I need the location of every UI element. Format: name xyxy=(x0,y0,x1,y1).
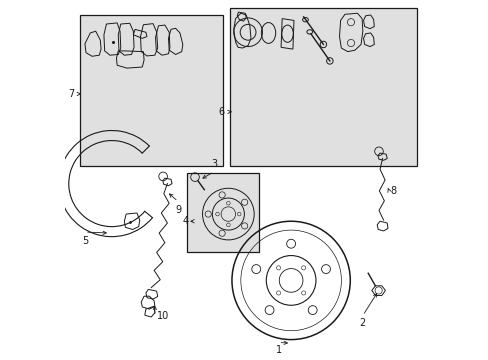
Text: 1: 1 xyxy=(275,345,281,355)
Text: 5: 5 xyxy=(81,236,88,246)
Text: 9: 9 xyxy=(175,206,181,216)
Text: 6: 6 xyxy=(218,107,224,117)
Bar xyxy=(230,8,416,166)
Text: 2: 2 xyxy=(359,319,365,328)
Bar xyxy=(187,173,258,252)
Text: 8: 8 xyxy=(389,186,396,196)
Text: 3: 3 xyxy=(210,159,217,169)
Text: 7: 7 xyxy=(68,89,74,99)
Text: 10: 10 xyxy=(156,311,168,321)
Text: 4: 4 xyxy=(183,216,188,226)
Bar xyxy=(80,15,223,166)
